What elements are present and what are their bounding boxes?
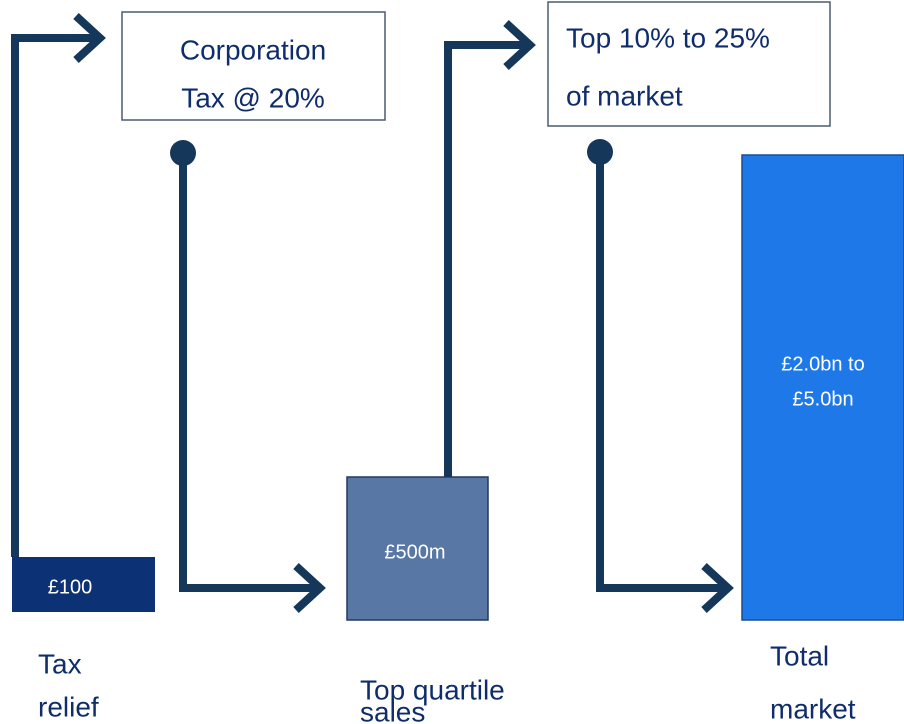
bar-label: £2.0bn to (781, 353, 864, 375)
bar-total-market (741, 154, 904, 621)
connector (11, 34, 100, 557)
bar-label: £5.0bn (792, 388, 853, 410)
connector (179, 153, 320, 592)
bar-tax-relief (12, 557, 155, 612)
box-text: of market (566, 80, 683, 111)
bar-label: £100 (48, 576, 93, 598)
box-text: Tax @ 20% (181, 82, 325, 113)
caption: Total (770, 640, 829, 671)
arrowhead (293, 563, 326, 613)
box-top-market (547, 1, 831, 127)
box-corporation-tax (121, 11, 386, 121)
box-text: Top 10% to 25% (566, 22, 770, 53)
caption: Top quartile (360, 674, 505, 705)
bar-top-quartile (346, 476, 489, 621)
caption: relief (38, 691, 99, 722)
connector (596, 152, 728, 592)
caption: sales (360, 696, 425, 724)
arrowhead (503, 20, 536, 70)
caption: market (770, 693, 856, 724)
arrowhead (73, 13, 106, 63)
caption: Tax (38, 648, 82, 679)
box-text: Corporation (180, 34, 326, 65)
bar-label: £500m (384, 541, 445, 563)
connector (444, 41, 530, 477)
arrowhead (701, 563, 734, 613)
